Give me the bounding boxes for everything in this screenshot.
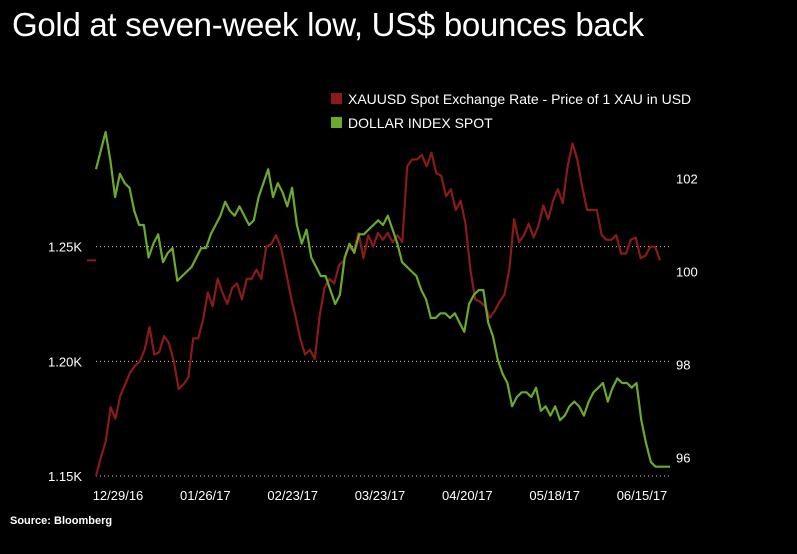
legend-swatch-dollar	[331, 117, 342, 128]
y-right-tick-label: 98	[676, 357, 690, 372]
legend-label-dollar: DOLLAR INDEX SPOT	[348, 115, 493, 131]
x-tick-label: 02/23/17	[267, 488, 318, 503]
x-tick-label: 03/23/17	[355, 488, 406, 503]
x-tick-label: 05/18/17	[529, 488, 580, 503]
x-tick-label: 06/15/17	[617, 488, 668, 503]
gold-series-line	[94, 142, 662, 477]
y-right-tick-label: 96	[676, 450, 690, 465]
y-left-tick-label: 1.25K	[48, 240, 82, 255]
source-note: Source: Bloomberg	[10, 515, 113, 527]
chart-title: Gold at seven-week low, US$ bounces back	[12, 6, 644, 43]
y-left-tick-label: 1.15K	[48, 469, 82, 484]
legend-swatch-gold	[331, 93, 342, 104]
x-tick-label: 12/29/16	[93, 488, 144, 503]
x-tick-label: 01/26/17	[180, 488, 231, 503]
dollar-series-line	[94, 130, 670, 468]
legend-label-gold: XAUUSD Spot Exchange Rate - Price of 1 X…	[348, 91, 691, 107]
y-right-tick-label: 102	[676, 171, 698, 186]
x-tick-label: 04/20/17	[442, 488, 493, 503]
y-left-tick-label: 1.20K	[48, 354, 82, 369]
y-right-tick-label: 100	[676, 264, 698, 279]
